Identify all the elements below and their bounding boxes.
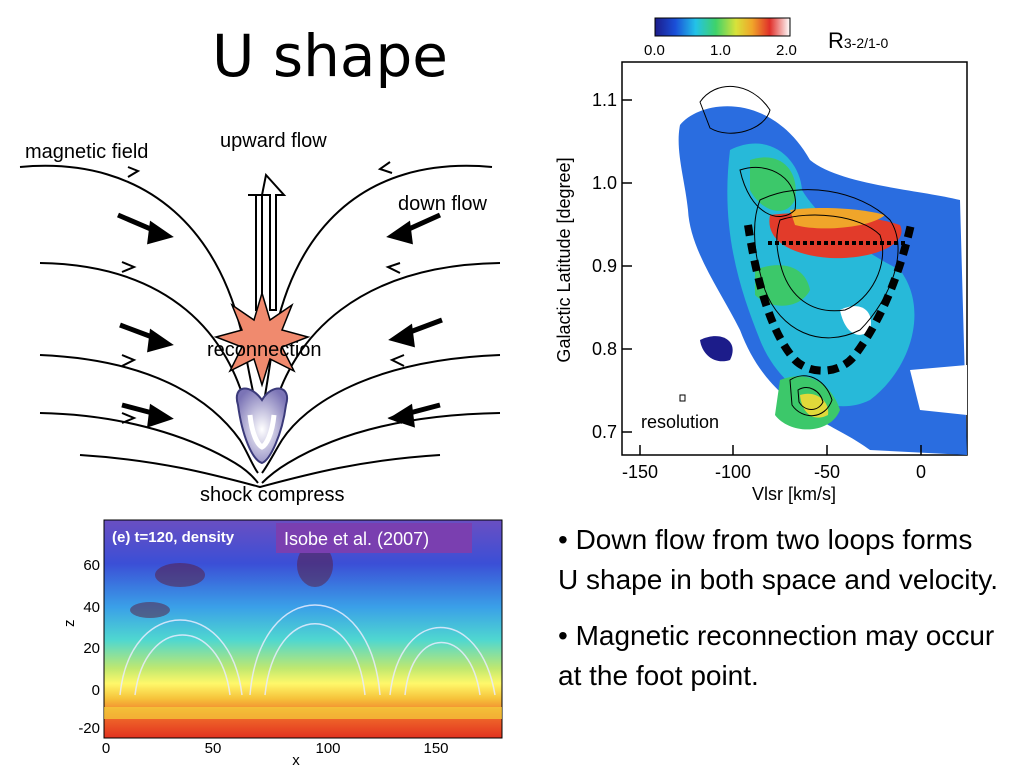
field-line bbox=[261, 354, 501, 474]
sim-panel-label: (e) t=120, density bbox=[112, 529, 235, 546]
credit-text: Isobe et al. (2007) bbox=[284, 529, 429, 549]
bullet-item: • Magnetic reconnection may occur at the… bbox=[558, 620, 995, 691]
y-tick: 0.9 bbox=[592, 256, 617, 276]
field-line bbox=[39, 354, 259, 474]
bullet-list: • Down flow from two loops forms U shape… bbox=[558, 520, 998, 712]
sim-y-tick: 0 bbox=[92, 682, 100, 699]
sim-x-tick: 150 bbox=[423, 740, 448, 757]
sim-x-tick: 0 bbox=[102, 740, 110, 757]
x-tick: -50 bbox=[814, 462, 840, 482]
colorbar-tick: 0.0 bbox=[644, 42, 665, 59]
y-tick: 1.0 bbox=[592, 173, 617, 193]
reconnection-diagram: magnetic field upward flow down flow rec… bbox=[19, 130, 501, 506]
sim-y-tick: -20 bbox=[78, 720, 100, 737]
lv-map-data bbox=[678, 86, 967, 455]
x-axis-label: Vlsr [km/s] bbox=[752, 484, 836, 504]
u-shape-dashed bbox=[744, 219, 916, 375]
sim-x-label: x bbox=[292, 752, 300, 768]
shock-blob bbox=[235, 387, 289, 465]
label-magnetic-field: magnetic field bbox=[25, 141, 148, 163]
sim-x-tick: 50 bbox=[205, 740, 222, 757]
field-line bbox=[39, 412, 259, 484]
field-line bbox=[261, 412, 501, 484]
resolution-label: resolution bbox=[641, 412, 719, 432]
lv-diagram: 0.0 1.0 2.0 R3-2/1-0 resolution bbox=[554, 17, 968, 504]
colorbar bbox=[654, 17, 791, 37]
sim-y-label: z bbox=[61, 620, 78, 628]
colorbar-tick: 1.0 bbox=[710, 42, 731, 59]
x-tick: -100 bbox=[715, 462, 751, 482]
sim-y-tick: 40 bbox=[83, 599, 100, 616]
y-tick: 0.7 bbox=[592, 422, 617, 442]
x-tick: -150 bbox=[622, 462, 658, 482]
y-tick: 1.1 bbox=[592, 90, 617, 110]
field-line bbox=[261, 164, 493, 416]
bullet-item: • Down flow from two loops forms U shape… bbox=[558, 524, 998, 595]
label-shock-compress: shock compress bbox=[200, 484, 345, 506]
upward-flow-arrow bbox=[248, 172, 287, 311]
field-line bbox=[19, 164, 259, 416]
credit-box bbox=[276, 523, 472, 553]
sim-y-tick: 60 bbox=[83, 557, 100, 574]
slide-title: U shape bbox=[212, 22, 448, 90]
y-axis-label: Galactic Latitude [degree] bbox=[554, 157, 574, 362]
simulation-panel: (e) t=120, density Isobe et al. (2007) 6… bbox=[61, 519, 503, 768]
colorbar-tick: 2.0 bbox=[776, 42, 797, 59]
label-reconnection: reconnection bbox=[207, 339, 322, 361]
reconnection-star bbox=[213, 290, 311, 388]
sim-loops bbox=[119, 604, 496, 696]
field-line bbox=[79, 454, 441, 489]
y-tick: 0.8 bbox=[592, 339, 617, 359]
x-tick: 0 bbox=[916, 462, 926, 482]
label-down-flow: down flow bbox=[398, 193, 487, 215]
sim-x-tick: 100 bbox=[315, 740, 340, 757]
sim-y-tick: 20 bbox=[83, 640, 100, 657]
colorbar-label: R3-2/1-0 bbox=[828, 28, 888, 53]
label-upward-flow: upward flow bbox=[220, 130, 327, 152]
